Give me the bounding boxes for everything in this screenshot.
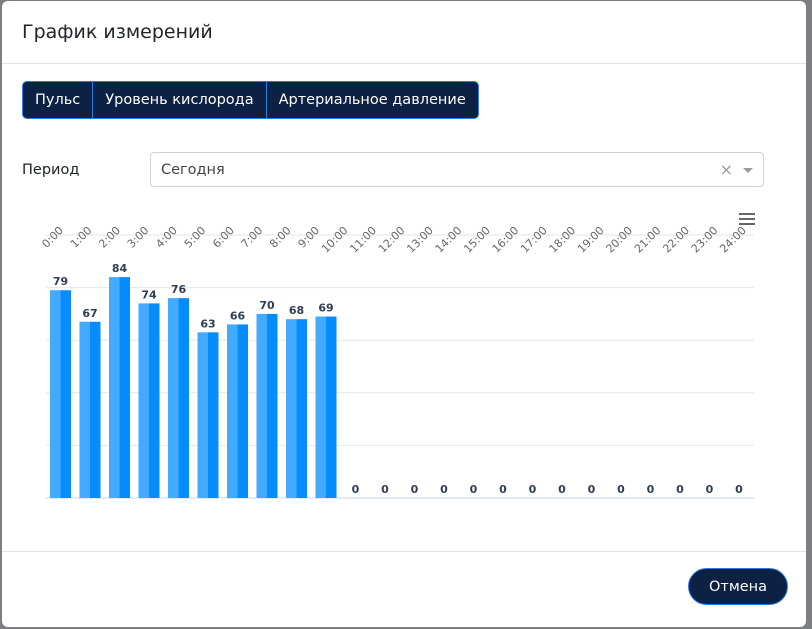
data-label: 70 (259, 299, 275, 312)
data-label: 0 (381, 483, 389, 496)
x-tick-label: 22:00 (660, 224, 692, 256)
tab-pulse[interactable]: Пульс (23, 82, 94, 118)
data-label: 0 (440, 483, 448, 496)
data-label: 0 (470, 483, 478, 496)
modal-footer-divider (2, 551, 806, 552)
bar (286, 319, 297, 498)
x-tick-label: 17:00 (518, 224, 550, 256)
data-label: 76 (171, 283, 187, 296)
x-tick-label: 13:00 (404, 224, 436, 256)
x-tick-label: 24:00 (717, 224, 749, 256)
x-tick-label: 23:00 (689, 224, 721, 256)
x-tick-label: 3:00 (125, 224, 152, 251)
bar-shade (208, 332, 219, 498)
chart-menu-icon[interactable] (739, 213, 755, 228)
bar (197, 332, 208, 498)
bar (109, 277, 120, 498)
x-tick-label: 2:00 (96, 224, 123, 251)
data-label: 84 (112, 262, 128, 275)
x-tick-label: 19:00 (575, 224, 607, 256)
chevron-down-icon[interactable] (743, 168, 753, 178)
bar-shade (119, 277, 130, 498)
bar (79, 321, 90, 498)
x-tick-label: 0:00 (39, 224, 66, 251)
data-label: 74 (141, 288, 157, 301)
x-tick-label: 5:00 (182, 224, 209, 251)
data-label: 0 (499, 483, 507, 496)
x-tick-label: 18:00 (547, 224, 579, 256)
bar (227, 324, 238, 498)
modal-title: График измерений (22, 21, 213, 43)
data-label: 63 (200, 317, 215, 330)
pulse-bar-chart: 0:00 1:00 2:00 3:00 4:00 5:00 6:00 7:00 8:00 9:00… (39, 224, 754, 499)
data-label: 67 (82, 307, 97, 320)
x-tick-label: 21:00 (632, 224, 664, 256)
period-label: Период (22, 162, 80, 178)
bar-shade (237, 324, 248, 498)
bar (138, 303, 149, 498)
bar-shade (149, 303, 160, 498)
x-tick-label: 1:00 (68, 224, 95, 251)
x-tick-label: 11:00 (347, 224, 379, 256)
data-label: 0 (676, 483, 684, 496)
clear-icon[interactable]: × (719, 160, 733, 179)
x-tick-label: 10:00 (319, 224, 351, 256)
data-label: 0 (617, 483, 625, 496)
data-label: 0 (352, 483, 360, 496)
tab-oxygen[interactable]: Уровень кислорода (93, 82, 267, 118)
data-label: 0 (558, 483, 566, 496)
bar-shade (90, 321, 101, 498)
period-value: Сегодня (161, 161, 225, 178)
period-select[interactable]: Сегодня × (150, 152, 764, 187)
data-label: 69 (318, 302, 333, 315)
bar-shade (296, 319, 307, 498)
bar (168, 298, 179, 498)
x-tick-label: 15:00 (461, 224, 493, 256)
bar-shade (267, 313, 278, 498)
bar-shade (326, 316, 337, 498)
tab-blood-pressure[interactable]: Артериальное давление (278, 92, 466, 108)
data-label: 0 (588, 483, 596, 496)
modal-header: График измерений (2, 1, 806, 64)
cancel-button[interactable]: Отмена (688, 568, 788, 605)
x-tick-label: 7:00 (239, 224, 266, 251)
bar (256, 313, 267, 498)
data-label: 68 (289, 304, 304, 317)
x-tick-label: 12:00 (376, 224, 408, 256)
data-label: 0 (411, 483, 419, 496)
x-tick-label: 4:00 (153, 224, 180, 251)
data-label: 0 (647, 483, 655, 496)
data-label: 0 (529, 483, 537, 496)
data-label: 0 (706, 483, 714, 496)
bar (50, 290, 61, 498)
bar-shade (178, 298, 189, 498)
measurement-tabs: Пульс Уровень кислорода Артериальное дав… (22, 81, 479, 119)
bar-shade (60, 290, 71, 498)
x-tick-label: 6:00 (210, 224, 237, 251)
x-tick-label: 16:00 (490, 224, 522, 256)
bar (315, 316, 326, 498)
x-tick-label: 14:00 (433, 224, 465, 256)
data-label: 0 (735, 483, 743, 496)
x-tick-label: 20:00 (604, 224, 636, 256)
data-label: 66 (230, 309, 246, 322)
x-tick-label: 8:00 (267, 224, 294, 251)
data-label: 79 (53, 275, 68, 288)
